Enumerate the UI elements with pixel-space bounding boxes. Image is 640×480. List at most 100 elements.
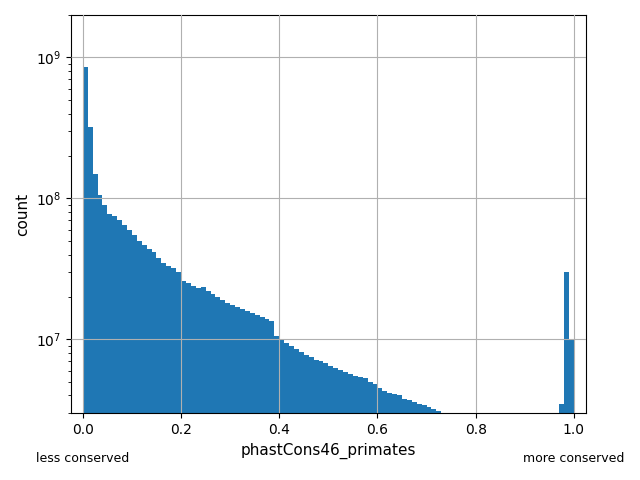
Bar (471, 419, 476, 480)
Bar (417, 404, 422, 480)
Bar (545, 417, 549, 480)
Bar (323, 363, 328, 480)
Bar (333, 368, 338, 480)
Bar (250, 312, 255, 480)
Bar (466, 417, 471, 480)
Bar (559, 404, 564, 480)
Bar (108, 214, 112, 480)
Bar (495, 423, 500, 480)
Bar (117, 220, 122, 480)
Bar (456, 415, 461, 480)
Bar (269, 321, 275, 480)
Bar (515, 424, 520, 480)
Bar (255, 314, 260, 480)
Bar (476, 420, 481, 480)
Bar (211, 294, 216, 480)
Bar (490, 422, 495, 480)
Bar (338, 370, 343, 480)
Bar (225, 303, 230, 480)
Bar (93, 174, 97, 480)
Bar (235, 307, 240, 480)
Bar (127, 230, 132, 480)
Bar (461, 416, 466, 480)
Bar (431, 409, 436, 480)
Bar (299, 351, 304, 480)
Bar (382, 391, 387, 480)
Bar (172, 268, 176, 480)
Bar (230, 305, 235, 480)
Bar (525, 422, 530, 480)
Bar (308, 357, 314, 480)
Bar (486, 422, 490, 480)
Bar (220, 300, 225, 480)
Bar (112, 216, 117, 480)
Bar (264, 319, 269, 480)
Y-axis label: count: count (15, 192, 30, 236)
Bar (181, 281, 186, 480)
Bar (205, 291, 211, 480)
Bar (260, 317, 264, 480)
Bar (481, 420, 486, 480)
Bar (176, 272, 181, 480)
Bar (201, 287, 205, 480)
Bar (328, 366, 333, 480)
Bar (132, 235, 137, 480)
Text: less conserved: less conserved (36, 452, 129, 465)
Bar (88, 127, 93, 480)
Bar (397, 396, 402, 480)
Bar (426, 407, 431, 480)
Bar (441, 413, 446, 480)
Bar (436, 411, 441, 480)
Bar (540, 419, 545, 480)
Bar (97, 195, 102, 480)
Bar (147, 249, 152, 480)
Bar (314, 360, 319, 480)
Bar (343, 372, 348, 480)
Bar (142, 245, 147, 480)
Bar (358, 377, 363, 480)
Bar (387, 393, 392, 480)
Bar (505, 424, 510, 480)
Bar (353, 376, 358, 480)
Bar (367, 382, 372, 480)
Bar (152, 252, 157, 480)
Bar (407, 400, 412, 480)
Bar (157, 258, 161, 480)
Bar (279, 339, 284, 480)
Bar (446, 413, 451, 480)
Bar (363, 378, 367, 480)
Bar (372, 384, 378, 480)
X-axis label: phastCons46_primates: phastCons46_primates (241, 443, 416, 458)
Bar (294, 349, 299, 480)
Bar (554, 413, 559, 480)
Bar (451, 414, 456, 480)
Bar (191, 286, 196, 480)
Bar (564, 272, 569, 480)
Bar (83, 67, 88, 480)
Bar (289, 346, 294, 480)
Bar (196, 288, 201, 480)
Bar (500, 424, 505, 480)
Bar (216, 297, 220, 480)
Bar (304, 355, 308, 480)
Bar (102, 205, 108, 480)
Bar (166, 266, 172, 480)
Bar (530, 420, 534, 480)
Bar (412, 402, 417, 480)
Bar (240, 309, 245, 480)
Text: more conserved: more conserved (523, 452, 625, 465)
Bar (378, 388, 382, 480)
Bar (422, 406, 426, 480)
Bar (245, 311, 250, 480)
Bar (510, 424, 515, 480)
Bar (275, 336, 279, 480)
Bar (520, 423, 525, 480)
Bar (137, 241, 142, 480)
Bar (348, 374, 353, 480)
Bar (549, 416, 554, 480)
Bar (161, 263, 166, 480)
Bar (569, 339, 574, 480)
Bar (284, 343, 289, 480)
Bar (402, 398, 407, 480)
Bar (186, 283, 191, 480)
